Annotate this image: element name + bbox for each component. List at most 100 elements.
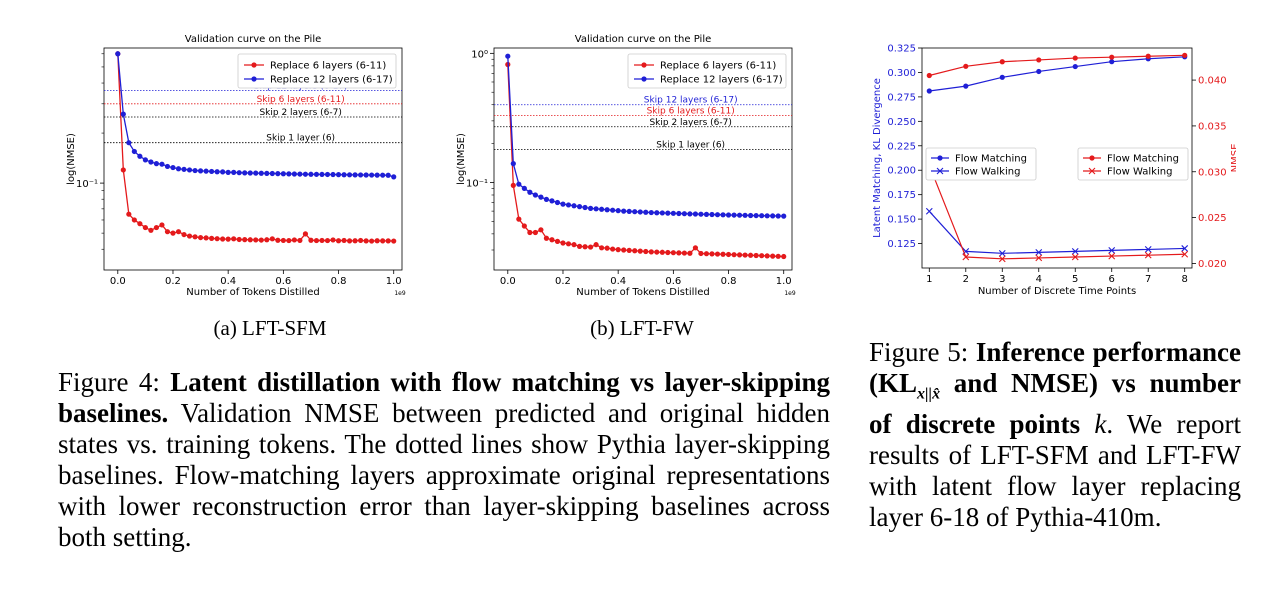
data-point [703,251,710,257]
data-point [159,222,165,228]
data-point [137,153,143,159]
figure4-label: Figure 4: [58,367,160,397]
y-right-tick-label: 0.040 [1198,76,1227,87]
data-point [770,253,776,259]
data-point [153,224,160,231]
data-point [363,172,369,178]
y-tick-label: 10⁻¹ [76,179,98,190]
x-axis-label: Number of Tokens Distilled [576,287,709,298]
data-point [1071,253,1079,261]
data-point [335,238,342,244]
data-point [963,63,969,69]
data-point [659,249,665,255]
data-point [131,148,137,155]
data-point [192,234,198,240]
data-point [120,111,126,117]
x-axis-label: Number of Tokens Distilled [186,287,319,298]
legend-label: Replace 6 layers (6-11) [660,61,776,72]
data-point [676,210,682,217]
data-point [341,172,347,178]
x-tick-label: 0.0 [110,276,126,287]
legend-label: Replace 12 layers (6-17) [270,75,393,86]
data-point [175,166,182,172]
x-tick-label: 2 [963,274,969,285]
figure5-title-sub: x||x̂ [917,385,941,403]
data-point [297,237,303,244]
data-point [926,72,932,79]
subcaption-b: (b) LFT-FW [590,316,694,340]
data-point [742,212,748,218]
legend-box [627,53,787,89]
data-point [164,229,171,235]
x-tick-label: 3 [999,274,1005,285]
data-point [637,248,643,254]
data-point [247,237,253,243]
data-point [665,210,671,216]
data-point [770,213,776,219]
data-point [236,170,242,176]
data-point [571,203,577,209]
data-point [748,212,754,219]
y-left-tick-label: 0.275 [887,92,916,103]
data-point [352,172,358,178]
data-point [1088,167,1096,175]
data-point [676,250,682,256]
data-point [225,236,231,242]
x-tick-label: 0.8 [331,276,347,287]
data-point [385,238,391,244]
legend-marker [251,76,257,82]
data-point [1071,247,1079,255]
data-point [380,238,386,244]
data-point [319,237,325,244]
x-tick-label: 0.6 [275,276,291,287]
data-point [302,171,309,177]
y-left-tick-label: 0.175 [887,190,916,201]
data-point [341,237,347,244]
data-point [637,209,643,215]
legend-marker [641,76,647,82]
plot-frame [921,47,1193,269]
data-point [626,208,632,215]
legend-label: Flow Walking [955,167,1020,178]
data-point [302,231,309,237]
series-line [928,210,1185,254]
data-point [369,238,375,244]
data-point [725,251,732,258]
data-point [1036,57,1042,63]
data-point [115,51,121,57]
data-point [291,171,297,177]
data-point [330,237,336,243]
data-point [358,172,364,178]
data-point [599,206,605,212]
data-point [698,250,704,257]
data-point [632,248,638,254]
data-point [142,224,148,231]
data-point [532,192,538,198]
data-point [170,164,176,171]
chart-lft-sfm: Validation curve on the Pile 0.0 0.2 0.4 0.6… [66,34,406,298]
y-left-tick-label: 0.325 [887,44,916,55]
data-point [714,251,721,257]
data-point [621,208,627,214]
data-point [505,53,511,59]
data-point [999,74,1005,80]
x-tick-label: 4 [1036,274,1042,285]
data-point [186,167,193,173]
data-point [937,155,943,161]
data-point [521,223,527,229]
data-point [775,213,781,219]
data-point [615,208,621,214]
legend-label: Replace 6 layers (6-11) [270,61,386,72]
data-point [632,209,638,215]
data-point [358,237,364,244]
data-point [764,253,770,259]
x-tick-label: 7 [1145,274,1151,285]
data-point [1035,254,1043,262]
data-point [264,170,270,176]
data-point [126,140,132,146]
data-point [775,253,781,259]
x-tick-label: 5 [1072,274,1078,285]
data-point [659,210,665,216]
data-point [148,159,154,165]
data-point [131,217,137,223]
